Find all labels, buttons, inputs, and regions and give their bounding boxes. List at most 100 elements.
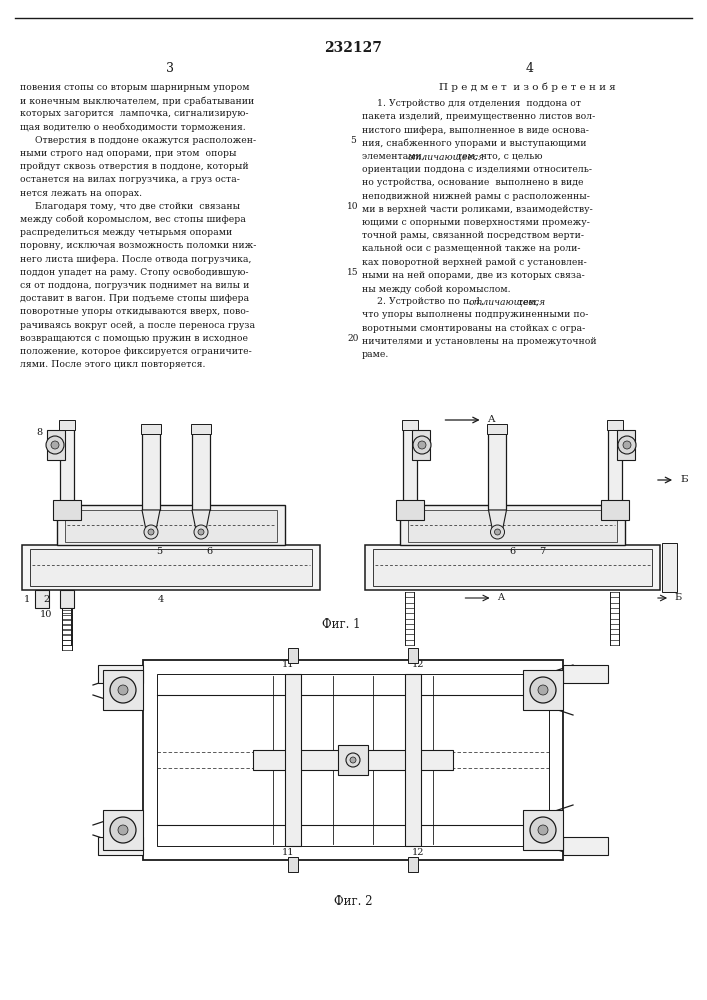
Text: 4: 4	[526, 62, 534, 75]
Circle shape	[118, 685, 128, 695]
Text: пакета изделий, преимущественно листов вол-: пакета изделий, преимущественно листов в…	[362, 112, 595, 121]
Text: 5: 5	[350, 136, 356, 145]
Text: 3: 3	[166, 62, 174, 75]
Bar	[563, 665, 608, 683]
Bar	[408, 857, 418, 872]
Text: 6: 6	[206, 547, 212, 556]
Circle shape	[538, 685, 548, 695]
Text: ориентации поддона с изделиями относитель-: ориентации поддона с изделиями относител…	[362, 165, 592, 174]
Text: Б: Б	[680, 476, 688, 485]
Bar	[288, 857, 298, 872]
Text: ничителями и установлены на промежуточной: ничителями и установлены на промежуточно…	[362, 337, 597, 346]
Text: ния, снабженного упорами и выступающими: ния, снабженного упорами и выступающими	[362, 139, 587, 148]
Text: возвращаются с помощью пружин в исходное: возвращаются с помощью пружин в исходное	[20, 334, 248, 343]
Text: которых загорится  лампочка, сигнализирую-: которых загорится лампочка, сигнализирую…	[20, 109, 248, 118]
Text: П р е д м е т  и з о б р е т е н и я: П р е д м е т и з о б р е т е н и я	[438, 83, 615, 93]
Text: поворотные упоры откидываются вверх, пово-: поворотные упоры откидываются вверх, пов…	[20, 307, 249, 316]
Text: отличающееся: отличающееся	[469, 297, 546, 306]
Bar	[192, 430, 210, 510]
Text: 20: 20	[347, 334, 358, 343]
Text: что упоры выполнены подпружиненными по-: что упоры выполнены подпружиненными по-	[362, 310, 588, 319]
Text: поддон упадет на раму. Стопу освободившую-: поддон упадет на раму. Стопу освободившу…	[20, 268, 248, 277]
Bar	[288, 648, 298, 663]
Text: раме.: раме.	[362, 350, 390, 359]
Circle shape	[623, 441, 631, 449]
Circle shape	[148, 529, 154, 535]
Bar	[523, 810, 563, 850]
Text: неподвижной нижней рамы с расположенны-: неподвижной нижней рамы с расположенны-	[362, 192, 590, 201]
Text: но устройства, основание  выполнено в виде: но устройства, основание выполнено в вид…	[362, 178, 583, 187]
Bar	[412, 430, 430, 460]
Text: 5: 5	[156, 547, 162, 556]
Bar	[30, 549, 312, 586]
Circle shape	[110, 677, 136, 703]
Text: между собой коромыслом, вес стопы шифера: между собой коромыслом, вес стопы шифера	[20, 215, 246, 225]
Bar	[285, 674, 301, 846]
Text: 7: 7	[539, 547, 546, 556]
Bar	[60, 590, 74, 608]
Circle shape	[413, 436, 431, 454]
Bar	[57, 505, 285, 545]
Text: нется лежать на опорах.: нется лежать на опорах.	[20, 189, 142, 198]
Circle shape	[530, 817, 556, 843]
Text: A: A	[488, 416, 495, 424]
Bar	[103, 810, 143, 850]
Circle shape	[538, 825, 548, 835]
Text: Б: Б	[674, 593, 682, 602]
Text: лями. После этого цикл повторяется.: лями. После этого цикл повторяется.	[20, 360, 206, 369]
Text: Благодаря тому, что две стойки  связаны: Благодаря тому, что две стойки связаны	[20, 202, 240, 211]
Bar	[98, 837, 143, 855]
Bar	[402, 420, 418, 430]
Text: нистого шифера, выполненное в виде основа-: нистого шифера, выполненное в виде основ…	[362, 126, 589, 135]
Bar	[53, 500, 81, 520]
Bar	[103, 670, 143, 710]
Circle shape	[118, 825, 128, 835]
Text: 12: 12	[411, 848, 424, 857]
Circle shape	[51, 441, 59, 449]
Polygon shape	[489, 510, 506, 530]
Bar	[617, 430, 635, 460]
Bar	[65, 510, 277, 542]
Text: кальной оси с размещенной также на роли-: кальной оси с размещенной также на роли-	[362, 244, 580, 253]
Text: Фиг. 2: Фиг. 2	[334, 895, 373, 908]
Bar	[405, 674, 421, 846]
Bar	[60, 425, 74, 510]
Text: 11: 11	[282, 660, 294, 669]
Text: ми в верхней части роликами, взаимодейству-: ми в верхней части роликами, взаимодейст…	[362, 205, 592, 214]
Text: A: A	[498, 593, 505, 602]
Text: него листа шифера. После отвода погрузчика,: него листа шифера. После отвода погрузчи…	[20, 255, 252, 264]
Bar	[662, 543, 677, 592]
Bar	[141, 424, 161, 434]
Circle shape	[530, 677, 556, 703]
Text: тем, что, с целью: тем, что, с целью	[454, 152, 542, 161]
Text: ны между собой коромыслом.: ны между собой коромыслом.	[362, 284, 510, 294]
Text: 15: 15	[347, 268, 359, 277]
Bar	[142, 430, 160, 510]
Bar	[253, 750, 453, 770]
Bar	[373, 549, 652, 586]
Text: щая водителю о необходимости торможения.: щая водителю о необходимости торможения.	[20, 123, 246, 132]
Polygon shape	[142, 510, 160, 530]
Circle shape	[198, 529, 204, 535]
Circle shape	[494, 529, 501, 535]
Text: поровну, исключая возможность поломки ниж-: поровну, исключая возможность поломки ни…	[20, 241, 257, 250]
Text: останется на вилах погрузчика, а груз оста-: останется на вилах погрузчика, а груз ос…	[20, 175, 240, 184]
Text: доставит в вагон. При подъеме стопы шифера: доставит в вагон. При подъеме стопы шифе…	[20, 294, 249, 303]
Text: 11: 11	[282, 848, 294, 857]
Text: ными на ней опорами, две из которых связа-: ными на ней опорами, две из которых связ…	[362, 271, 585, 280]
Bar	[408, 510, 617, 542]
Bar	[59, 420, 75, 430]
Circle shape	[110, 817, 136, 843]
Bar	[157, 674, 549, 846]
Text: 9: 9	[61, 423, 67, 432]
Polygon shape	[192, 510, 210, 530]
Circle shape	[194, 525, 208, 539]
Circle shape	[618, 436, 636, 454]
Bar	[523, 670, 563, 710]
Text: отличающееся: отличающееся	[408, 152, 485, 161]
Bar	[98, 665, 143, 683]
Text: Фиг. 1: Фиг. 1	[322, 618, 361, 631]
Text: положение, которое фиксируется ограничите-: положение, которое фиксируется ограничит…	[20, 347, 252, 356]
Text: 2: 2	[44, 595, 50, 604]
Bar	[47, 430, 65, 460]
